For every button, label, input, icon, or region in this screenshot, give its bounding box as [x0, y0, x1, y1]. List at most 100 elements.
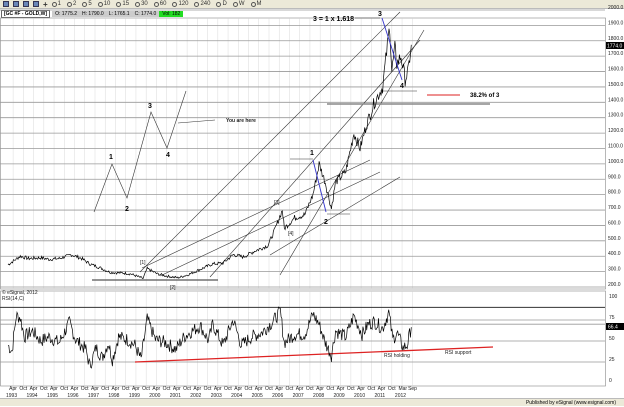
clock-icon [194, 1, 200, 7]
month-tick-label: Apr [255, 386, 263, 392]
rsi-support-line[interactable] [134, 346, 494, 363]
month-tick-label: Apr [357, 386, 365, 392]
you-are-here-label: You are here [226, 118, 256, 124]
channel-line[interactable] [279, 29, 425, 276]
year-tick-label: 1998 [108, 393, 119, 399]
interval-button-5[interactable]: 5 [82, 1, 92, 7]
channel-line[interactable] [159, 171, 381, 277]
year-tick-label: 2005 [252, 393, 263, 399]
table-icon[interactable] [13, 1, 19, 7]
year-tick-label: 1994 [26, 393, 37, 399]
interval-button-240[interactable]: 240 [194, 1, 210, 7]
clock-icon [172, 1, 178, 7]
interval-button-10[interactable]: 10 [97, 1, 110, 7]
channel-line[interactable] [139, 11, 401, 273]
interval-button-D[interactable]: D [216, 1, 227, 7]
month-tick-label: Apr [193, 386, 201, 392]
interval-button-15[interactable]: 15 [116, 1, 129, 7]
year-tick-label: 1999 [129, 393, 140, 399]
interval-label: 2 [73, 1, 77, 7]
price-tick-label: 1500.0 [608, 82, 624, 88]
subwave-3-label: [3] [274, 200, 280, 206]
year-tick-label: 2003 [211, 393, 222, 399]
copy-icon[interactable] [23, 1, 29, 7]
copyright-label: © eSignal, 2012 [2, 289, 38, 296]
price-tick-label: 1100.0 [608, 143, 623, 149]
month-tick-label: Oct [367, 386, 375, 392]
rsi-panel-frame [0, 290, 606, 387]
month-tick-label: Apr [111, 386, 119, 392]
year-tick-label: 1995 [47, 393, 58, 399]
interval-label: M [256, 1, 262, 7]
symbol-legend: [GC #F - GOLD,W] O: 1775.2 H: 1790.0 L: … [1, 9, 184, 18]
open-value: O: 1775.2 [55, 10, 78, 17]
rsi-title: RSI(14,C) [2, 296, 25, 302]
interval-label: W [238, 1, 245, 7]
month-tick-label: Apr [234, 386, 242, 392]
wave-4-segment [381, 17, 403, 81]
interval-label: 15 [122, 1, 130, 7]
price-tick-label: 1200.0 [608, 128, 624, 134]
you-are-here-pointer [177, 119, 216, 124]
month-tick-label: Oct [326, 386, 334, 392]
year-tick-label: 2008 [313, 393, 324, 399]
interval-button-120[interactable]: 120 [172, 1, 188, 7]
channel-line[interactable] [209, 39, 421, 278]
channel-line[interactable] [269, 176, 401, 256]
chart-icon[interactable] [3, 1, 9, 7]
month-tick-label: Oct [347, 386, 355, 392]
rsi-series-line [7, 306, 412, 369]
rsi-holding-label: RSI holding [384, 353, 410, 359]
interval-button-2[interactable]: 2 [67, 1, 76, 7]
retracement-label: 38.2% of 3 [470, 93, 500, 99]
price-tick-label: 1900.0 [608, 20, 624, 26]
inset-wave-1-label: 1 [109, 154, 113, 161]
low-value: L: 1765.1 [108, 10, 130, 17]
month-tick-label: Sep [408, 386, 417, 392]
price-tick-label: 600.0 [608, 220, 621, 226]
rsi-tick-label: 75 [609, 315, 615, 321]
interval-button-W[interactable]: W [232, 1, 245, 7]
footer: Published by eSignal (www.esignal.com) [0, 398, 624, 406]
month-tick-label: Oct [204, 386, 212, 392]
month-tick-label: Oct [388, 386, 396, 392]
month-tick-label: Oct [245, 386, 253, 392]
price-tick-label: 500.0 [608, 236, 621, 242]
price-tick-label: 1600.0 [608, 67, 624, 73]
interval-button-M[interactable]: M [250, 1, 262, 7]
price-tick-label: 300.0 [608, 267, 621, 273]
month-tick-label: Oct [285, 386, 293, 392]
price-tick-label: 1000.0 [608, 159, 624, 165]
last-price-marker [606, 42, 624, 49]
year-tick-label: 1997 [88, 393, 99, 399]
month-tick-label: Oct [19, 386, 27, 392]
clock-icon [67, 1, 73, 7]
channel-line[interactable] [141, 159, 371, 269]
link-icon[interactable] [33, 1, 39, 7]
last-price-label: 1774.0 [607, 44, 623, 50]
month-tick-label: Apr [91, 386, 99, 392]
year-tick-label: 2009 [334, 393, 345, 399]
interval-button-30[interactable]: 30 [135, 1, 148, 7]
year-tick-label: 2010 [354, 393, 365, 399]
rsi-support-label: RSI support [445, 350, 472, 356]
year-tick-label: 2011 [374, 393, 385, 399]
month-tick-label: Oct [224, 386, 232, 392]
price-tick-label: 700.0 [608, 205, 621, 211]
interval-label: 1 [57, 1, 62, 7]
price-tick-label: 400.0 [608, 251, 621, 257]
year-tick-label: 2007 [293, 393, 304, 399]
year-tick-label: 2004 [231, 393, 242, 399]
interval-button-1[interactable]: 1 [51, 1, 62, 7]
month-tick-label: Oct [265, 386, 273, 392]
interval-label: 60 [159, 1, 167, 7]
year-tick-label: 2012 [395, 393, 406, 399]
subwave-1-label: [1] [140, 260, 146, 266]
interval-button-60[interactable]: 60 [153, 1, 167, 7]
rsi-tick-label: 100 [609, 294, 618, 300]
crosshair-icon[interactable]: + [43, 0, 48, 9]
year-tick-label: 1993 [6, 393, 17, 399]
price-tick-label: 1700.0 [608, 51, 624, 57]
price-tick-label: 900.0 [608, 174, 621, 180]
